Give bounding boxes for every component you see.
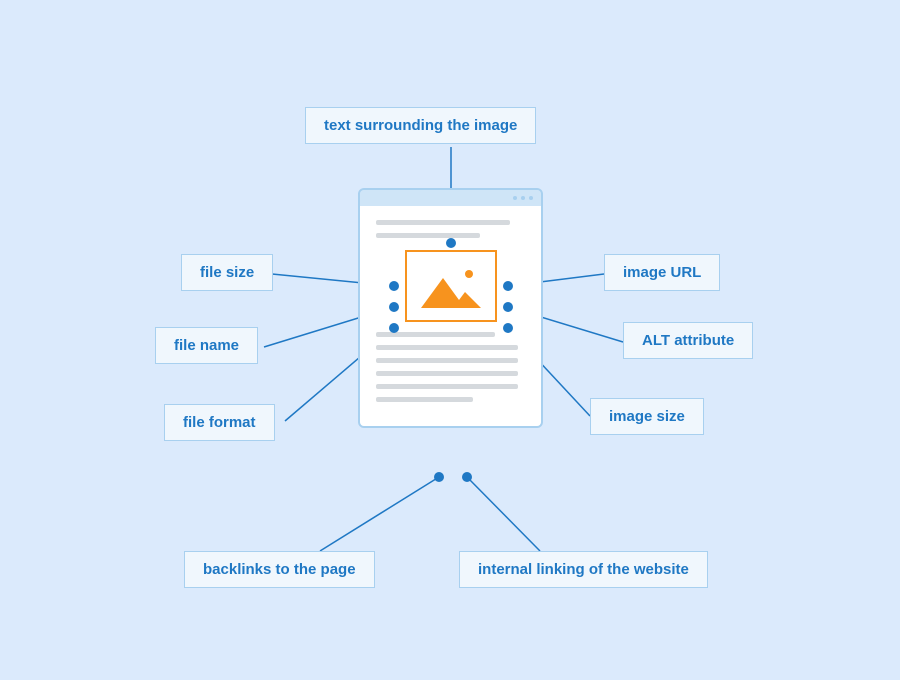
- label-text: backlinks to the page: [203, 561, 356, 578]
- window-dot: [513, 196, 517, 200]
- label-text: image URL: [623, 264, 701, 281]
- mountains-icon: [419, 262, 483, 310]
- label-text-surrounding: text surrounding the image: [305, 107, 536, 144]
- label-text: image size: [609, 408, 685, 425]
- label-file-size: file size: [181, 254, 273, 291]
- label-text: text surrounding the image: [324, 117, 517, 134]
- anchor-dot: [503, 302, 513, 312]
- anchor-dot: [389, 323, 399, 333]
- label-text: file format: [183, 414, 256, 431]
- browser-title-bar: [360, 190, 541, 206]
- label-alt-attribute: ALT attribute: [623, 322, 753, 359]
- anchor-dot: [434, 472, 444, 482]
- anchor-dot: [389, 281, 399, 291]
- anchor-dot: [503, 281, 513, 291]
- text-line: [376, 384, 518, 389]
- text-line: [376, 233, 480, 238]
- anchor-dot: [389, 302, 399, 312]
- window-dot: [529, 196, 533, 200]
- browser-window: [358, 188, 543, 428]
- anchor-dot: [462, 472, 472, 482]
- label-file-format: file format: [164, 404, 275, 441]
- text-line: [376, 397, 473, 402]
- image-placeholder: [405, 250, 497, 322]
- text-line: [376, 358, 518, 363]
- label-image-size: image size: [590, 398, 704, 435]
- window-dot: [521, 196, 525, 200]
- label-text: ALT attribute: [642, 332, 734, 349]
- label-text: internal linking of the website: [478, 561, 689, 578]
- label-file-name: file name: [155, 327, 258, 364]
- label-text: file name: [174, 337, 239, 354]
- label-internal-linking: internal linking of the website: [459, 551, 708, 588]
- label-text: file size: [200, 264, 254, 281]
- anchor-dot: [446, 238, 456, 248]
- anchor-dot: [503, 323, 513, 333]
- label-backlinks: backlinks to the page: [184, 551, 375, 588]
- text-line: [376, 371, 518, 376]
- text-line: [376, 345, 518, 350]
- text-line: [376, 220, 510, 225]
- diagram-canvas: text surrounding the image file size fil…: [0, 0, 900, 680]
- label-image-url: image URL: [604, 254, 720, 291]
